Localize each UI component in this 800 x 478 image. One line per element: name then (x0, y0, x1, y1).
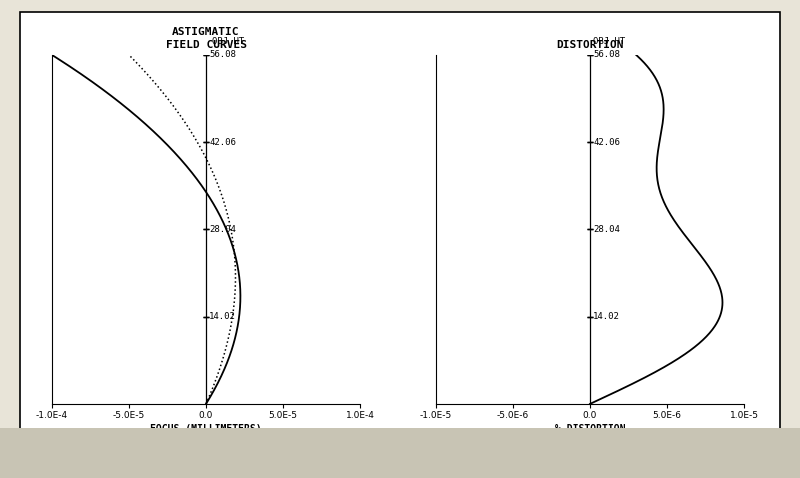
Text: 14.02: 14.02 (593, 312, 620, 321)
Text: 28.04: 28.04 (209, 225, 236, 234)
Text: 56.08: 56.08 (209, 51, 236, 59)
Title: ASTIGMATIC
FIELD CURVES: ASTIGMATIC FIELD CURVES (166, 27, 246, 50)
Text: 56.08: 56.08 (593, 51, 620, 59)
X-axis label: % DISTORTION: % DISTORTION (554, 424, 626, 434)
Text: 42.06: 42.06 (209, 138, 236, 147)
Text: 10-Jan-10: 10-Jan-10 (709, 446, 776, 460)
Text: OBJ HT: OBJ HT (212, 37, 245, 46)
Title: DISTORTION: DISTORTION (556, 40, 624, 50)
Text: 14.02: 14.02 (209, 312, 236, 321)
X-axis label: FOCUS (MILLIMETERS): FOCUS (MILLIMETERS) (150, 424, 262, 434)
Text: OBJ HT: OBJ HT (593, 37, 626, 46)
Text: New lens from CVMACRO:cvnewlens.seq: New lens from CVMACRO:cvnewlens.seq (24, 446, 286, 460)
Text: 28.04: 28.04 (593, 225, 620, 234)
Text: 42.06: 42.06 (593, 138, 620, 147)
